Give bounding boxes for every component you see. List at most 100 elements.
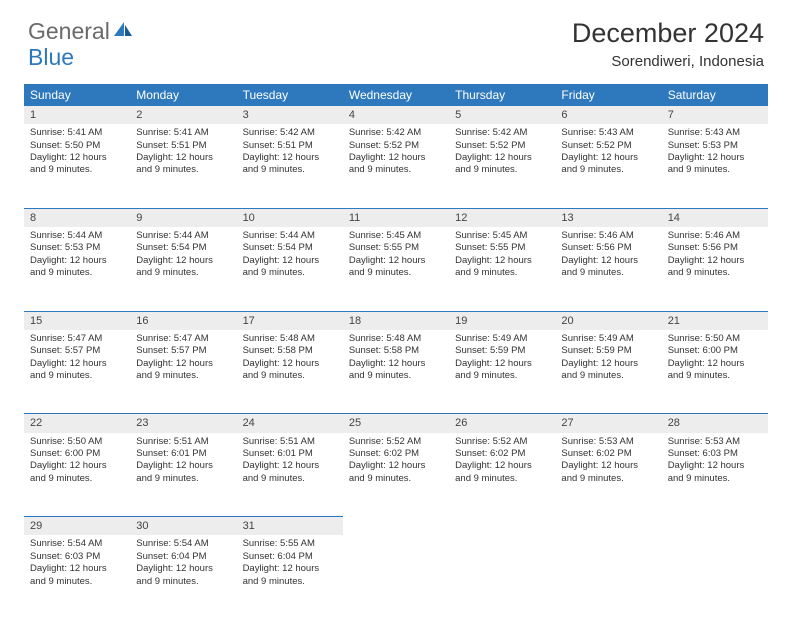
day-number-cell: 23	[130, 414, 236, 433]
day-body-row: Sunrise: 5:54 AMSunset: 6:03 PMDaylight:…	[24, 535, 768, 619]
daylight-line: Daylight: 12 hours and 9 minutes.	[561, 460, 655, 485]
day-body-cell: Sunrise: 5:48 AMSunset: 5:58 PMDaylight:…	[343, 330, 449, 414]
daylight-line: Daylight: 12 hours and 9 minutes.	[30, 563, 124, 588]
day-body-cell	[343, 535, 449, 619]
sail-icon	[113, 18, 133, 45]
daylight-line: Daylight: 12 hours and 9 minutes.	[243, 152, 337, 177]
sunset-line: Sunset: 6:01 PM	[243, 448, 337, 460]
sunset-line: Sunset: 5:57 PM	[136, 345, 230, 357]
sunset-line: Sunset: 6:00 PM	[30, 448, 124, 460]
day-body-cell: Sunrise: 5:42 AMSunset: 5:52 PMDaylight:…	[449, 124, 555, 208]
day-number-cell: 18	[343, 311, 449, 330]
daylight-line: Daylight: 12 hours and 9 minutes.	[136, 255, 230, 280]
day-body-row: Sunrise: 5:50 AMSunset: 6:00 PMDaylight:…	[24, 433, 768, 517]
weekday-header-row: Sunday Monday Tuesday Wednesday Thursday…	[24, 85, 768, 106]
sunrise-line: Sunrise: 5:55 AM	[243, 538, 337, 550]
title-block: December 2024 Sorendiweri, Indonesia	[572, 18, 764, 70]
day-number-cell	[449, 517, 555, 536]
sunset-line: Sunset: 5:51 PM	[136, 140, 230, 152]
sunrise-line: Sunrise: 5:48 AM	[243, 333, 337, 345]
daylight-line: Daylight: 12 hours and 9 minutes.	[668, 255, 762, 280]
day-number-cell: 26	[449, 414, 555, 433]
sunset-line: Sunset: 6:00 PM	[668, 345, 762, 357]
day-number-cell	[662, 517, 768, 536]
sunset-line: Sunset: 5:57 PM	[30, 345, 124, 357]
sunrise-line: Sunrise: 5:43 AM	[561, 127, 655, 139]
daylight-line: Daylight: 12 hours and 9 minutes.	[30, 460, 124, 485]
sunrise-line: Sunrise: 5:49 AM	[561, 333, 655, 345]
day-body-cell	[449, 535, 555, 619]
day-number-cell: 12	[449, 208, 555, 227]
day-number-cell: 4	[343, 106, 449, 125]
day-body-cell: Sunrise: 5:49 AMSunset: 5:59 PMDaylight:…	[555, 330, 661, 414]
day-number-cell: 25	[343, 414, 449, 433]
weekday-header: Monday	[130, 85, 236, 106]
sunset-line: Sunset: 5:59 PM	[455, 345, 549, 357]
sunset-line: Sunset: 5:53 PM	[668, 140, 762, 152]
brand-logo: General	[28, 18, 133, 45]
sunrise-line: Sunrise: 5:44 AM	[243, 230, 337, 242]
day-body-cell	[555, 535, 661, 619]
day-body-cell: Sunrise: 5:42 AMSunset: 5:51 PMDaylight:…	[237, 124, 343, 208]
day-body-cell: Sunrise: 5:52 AMSunset: 6:02 PMDaylight:…	[343, 433, 449, 517]
sunrise-line: Sunrise: 5:46 AM	[668, 230, 762, 242]
sunrise-line: Sunrise: 5:45 AM	[349, 230, 443, 242]
sunset-line: Sunset: 6:03 PM	[668, 448, 762, 460]
daylight-line: Daylight: 12 hours and 9 minutes.	[243, 563, 337, 588]
daylight-line: Daylight: 12 hours and 9 minutes.	[561, 255, 655, 280]
sunset-line: Sunset: 5:54 PM	[243, 242, 337, 254]
daylight-line: Daylight: 12 hours and 9 minutes.	[30, 152, 124, 177]
day-body-row: Sunrise: 5:47 AMSunset: 5:57 PMDaylight:…	[24, 330, 768, 414]
sunrise-line: Sunrise: 5:49 AM	[455, 333, 549, 345]
day-number-cell: 17	[237, 311, 343, 330]
daylight-line: Daylight: 12 hours and 9 minutes.	[243, 358, 337, 383]
sunset-line: Sunset: 5:52 PM	[455, 140, 549, 152]
day-body-cell: Sunrise: 5:43 AMSunset: 5:53 PMDaylight:…	[662, 124, 768, 208]
sunset-line: Sunset: 5:51 PM	[243, 140, 337, 152]
daylight-line: Daylight: 12 hours and 9 minutes.	[136, 152, 230, 177]
sunset-line: Sunset: 5:54 PM	[136, 242, 230, 254]
daylight-line: Daylight: 12 hours and 9 minutes.	[455, 460, 549, 485]
sunset-line: Sunset: 5:56 PM	[561, 242, 655, 254]
sunrise-line: Sunrise: 5:44 AM	[136, 230, 230, 242]
daylight-line: Daylight: 12 hours and 9 minutes.	[561, 358, 655, 383]
daylight-line: Daylight: 12 hours and 9 minutes.	[349, 152, 443, 177]
day-number-row: 1234567	[24, 106, 768, 125]
day-body-cell: Sunrise: 5:54 AMSunset: 6:03 PMDaylight:…	[24, 535, 130, 619]
day-number-row: 891011121314	[24, 208, 768, 227]
sunset-line: Sunset: 5:52 PM	[349, 140, 443, 152]
day-number-cell	[343, 517, 449, 536]
sunrise-line: Sunrise: 5:41 AM	[30, 127, 124, 139]
sunrise-line: Sunrise: 5:50 AM	[668, 333, 762, 345]
sunset-line: Sunset: 5:58 PM	[243, 345, 337, 357]
sunset-line: Sunset: 5:55 PM	[349, 242, 443, 254]
sunrise-line: Sunrise: 5:44 AM	[30, 230, 124, 242]
day-number-row: 293031	[24, 517, 768, 536]
sunset-line: Sunset: 6:01 PM	[136, 448, 230, 460]
day-body-cell: Sunrise: 5:44 AMSunset: 5:54 PMDaylight:…	[237, 227, 343, 311]
daylight-line: Daylight: 12 hours and 9 minutes.	[349, 358, 443, 383]
daylight-line: Daylight: 12 hours and 9 minutes.	[668, 358, 762, 383]
daylight-line: Daylight: 12 hours and 9 minutes.	[668, 460, 762, 485]
daylight-line: Daylight: 12 hours and 9 minutes.	[455, 152, 549, 177]
sunset-line: Sunset: 5:55 PM	[455, 242, 549, 254]
day-number-cell: 5	[449, 106, 555, 125]
sunrise-line: Sunrise: 5:52 AM	[349, 436, 443, 448]
day-number-cell: 31	[237, 517, 343, 536]
location-name: Sorendiweri, Indonesia	[572, 53, 764, 70]
day-body-cell: Sunrise: 5:51 AMSunset: 6:01 PMDaylight:…	[237, 433, 343, 517]
day-number-cell: 13	[555, 208, 661, 227]
sunrise-line: Sunrise: 5:53 AM	[561, 436, 655, 448]
weekday-header: Sunday	[24, 85, 130, 106]
day-body-cell: Sunrise: 5:44 AMSunset: 5:54 PMDaylight:…	[130, 227, 236, 311]
sunrise-line: Sunrise: 5:42 AM	[455, 127, 549, 139]
day-number-cell: 19	[449, 311, 555, 330]
day-body-cell: Sunrise: 5:46 AMSunset: 5:56 PMDaylight:…	[555, 227, 661, 311]
day-number-row: 15161718192021	[24, 311, 768, 330]
daylight-line: Daylight: 12 hours and 9 minutes.	[668, 152, 762, 177]
calendar-title: December 2024	[572, 18, 764, 49]
day-number-row: 22232425262728	[24, 414, 768, 433]
day-body-cell: Sunrise: 5:52 AMSunset: 6:02 PMDaylight:…	[449, 433, 555, 517]
sunset-line: Sunset: 6:04 PM	[136, 551, 230, 563]
daylight-line: Daylight: 12 hours and 9 minutes.	[349, 255, 443, 280]
